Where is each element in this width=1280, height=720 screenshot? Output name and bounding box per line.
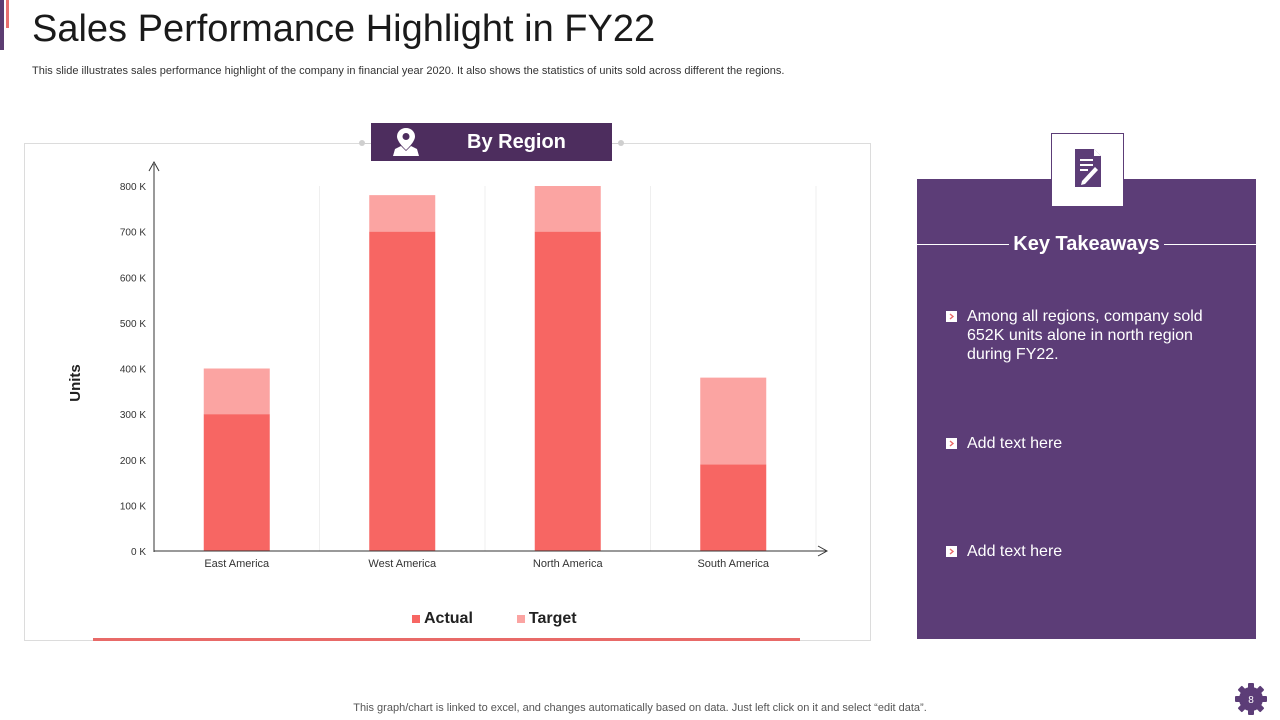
x-tick-label: East America: [204, 558, 270, 570]
y-tick-label: 700 K: [120, 228, 146, 239]
takeaway-text: Add text here: [967, 543, 1063, 560]
page-number-badge: 8: [1235, 683, 1267, 715]
takeaways-header: Key Takeaways: [917, 232, 1256, 256]
takeaway-item: Among all regions, company sold 652K uni…: [946, 307, 1236, 364]
bar-actual-west-america[interactable]: [369, 231, 436, 551]
takeaway-text: Add text here: [967, 435, 1063, 452]
chevron-right-icon: [946, 311, 957, 322]
y-axis-arrow: [148, 160, 160, 172]
region-banner-label: By Region: [467, 130, 566, 153]
takeaways-icon-box: [1051, 133, 1124, 207]
legend-item-actual[interactable]: Actual: [412, 610, 473, 628]
y-tick-label: 500 K: [120, 319, 146, 330]
takeaways-header-line-right: [1163, 243, 1256, 245]
chart-bottom-accent-line: [93, 638, 800, 641]
bar-target-west-america[interactable]: [369, 195, 436, 232]
x-tick-label: West America: [368, 558, 437, 570]
y-tick-label: 0 K: [131, 547, 146, 558]
takeaway-text: Among all regions, company sold 652K uni…: [967, 308, 1203, 363]
key-takeaways-panel: [917, 179, 1256, 639]
bar-target-south-america[interactable]: [700, 377, 767, 465]
takeaway-item: Add text here: [946, 542, 1236, 561]
bar-target-east-america[interactable]: [203, 368, 270, 415]
banner-connector-left-dot: [359, 140, 365, 146]
bar-actual-north-america[interactable]: [534, 231, 601, 551]
x-tick-label: South America: [697, 558, 769, 570]
legend-label-actual: Actual: [424, 610, 473, 627]
title-accent-bar-secondary: [6, 0, 9, 28]
bar-actual-south-america[interactable]: [700, 464, 767, 551]
takeaways-header-line-left: [917, 243, 1010, 245]
location-pin-icon: [371, 127, 441, 157]
legend-item-target[interactable]: Target: [516, 610, 577, 628]
y-tick-label: 300 K: [120, 410, 146, 421]
y-tick-label: 800 K: [120, 182, 146, 193]
chevron-right-icon: [946, 438, 957, 449]
document-edit-icon: [1073, 147, 1103, 194]
page-title: Sales Performance Highlight in FY22: [32, 8, 656, 50]
legend-label-target: Target: [528, 610, 577, 627]
bar-target-north-america[interactable]: [534, 186, 601, 232]
takeaway-item: Add text here: [946, 434, 1236, 453]
y-axis-label: Units: [67, 364, 84, 402]
legend-swatch-actual: [412, 615, 420, 623]
page-number: 8: [1248, 695, 1254, 706]
y-tick-label: 100 K: [120, 501, 146, 512]
takeaways-title: Key Takeaways: [1013, 232, 1160, 255]
banner-connector-right-dot: [618, 140, 624, 146]
x-axis-arrow: [817, 545, 829, 557]
region-banner: By Region: [371, 123, 612, 161]
y-tick-label: 400 K: [120, 365, 146, 376]
chart-legend: Actual Target: [412, 610, 577, 628]
bar-actual-east-america[interactable]: [203, 414, 270, 551]
x-tick-label: North America: [533, 558, 604, 570]
page-subtitle: This slide illustrates sales performance…: [32, 65, 785, 77]
legend-swatch-target: [516, 615, 525, 623]
title-accent-bar: [0, 0, 4, 50]
y-tick-label: 600 K: [120, 273, 146, 284]
y-tick-label: 200 K: [120, 456, 146, 467]
banner-connector-right: [612, 143, 618, 144]
banner-connector-left: [365, 143, 371, 144]
chevron-right-icon: [946, 546, 957, 557]
footer-note: This graph/chart is linked to excel, and…: [353, 702, 927, 714]
